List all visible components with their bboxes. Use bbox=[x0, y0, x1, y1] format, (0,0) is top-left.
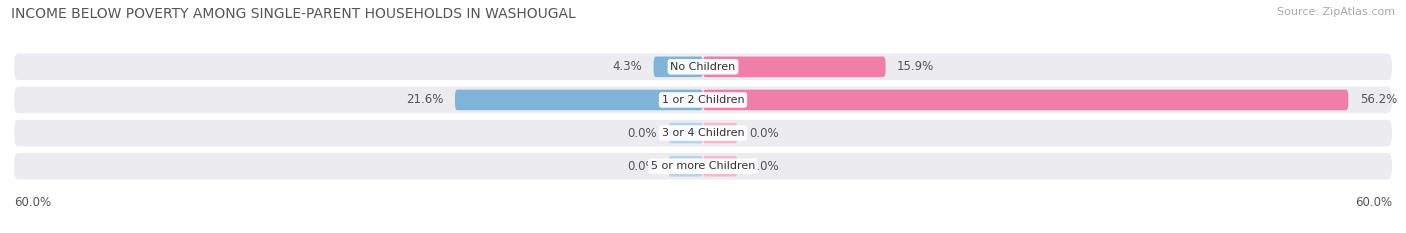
Text: 1 or 2 Children: 1 or 2 Children bbox=[662, 95, 744, 105]
FancyBboxPatch shape bbox=[456, 90, 703, 110]
Text: 60.0%: 60.0% bbox=[1355, 196, 1392, 209]
FancyBboxPatch shape bbox=[703, 57, 886, 77]
FancyBboxPatch shape bbox=[14, 87, 1392, 113]
Text: 21.6%: 21.6% bbox=[406, 93, 443, 106]
FancyBboxPatch shape bbox=[14, 120, 1392, 146]
Text: 4.3%: 4.3% bbox=[613, 60, 643, 73]
Text: 0.0%: 0.0% bbox=[627, 127, 657, 140]
FancyBboxPatch shape bbox=[14, 153, 1392, 179]
Text: 0.0%: 0.0% bbox=[627, 160, 657, 173]
FancyBboxPatch shape bbox=[669, 156, 703, 176]
Text: Source: ZipAtlas.com: Source: ZipAtlas.com bbox=[1277, 7, 1395, 17]
Text: 0.0%: 0.0% bbox=[749, 127, 779, 140]
Text: 15.9%: 15.9% bbox=[897, 60, 935, 73]
Text: 3 or 4 Children: 3 or 4 Children bbox=[662, 128, 744, 138]
Text: 60.0%: 60.0% bbox=[14, 196, 51, 209]
Text: 56.2%: 56.2% bbox=[1360, 93, 1398, 106]
Text: INCOME BELOW POVERTY AMONG SINGLE-PARENT HOUSEHOLDS IN WASHOUGAL: INCOME BELOW POVERTY AMONG SINGLE-PARENT… bbox=[11, 7, 576, 21]
FancyBboxPatch shape bbox=[703, 156, 738, 176]
Text: 5 or more Children: 5 or more Children bbox=[651, 161, 755, 171]
Text: 0.0%: 0.0% bbox=[749, 160, 779, 173]
FancyBboxPatch shape bbox=[669, 123, 703, 143]
Text: No Children: No Children bbox=[671, 62, 735, 72]
FancyBboxPatch shape bbox=[654, 57, 703, 77]
FancyBboxPatch shape bbox=[14, 54, 1392, 80]
FancyBboxPatch shape bbox=[703, 123, 738, 143]
FancyBboxPatch shape bbox=[703, 90, 1348, 110]
